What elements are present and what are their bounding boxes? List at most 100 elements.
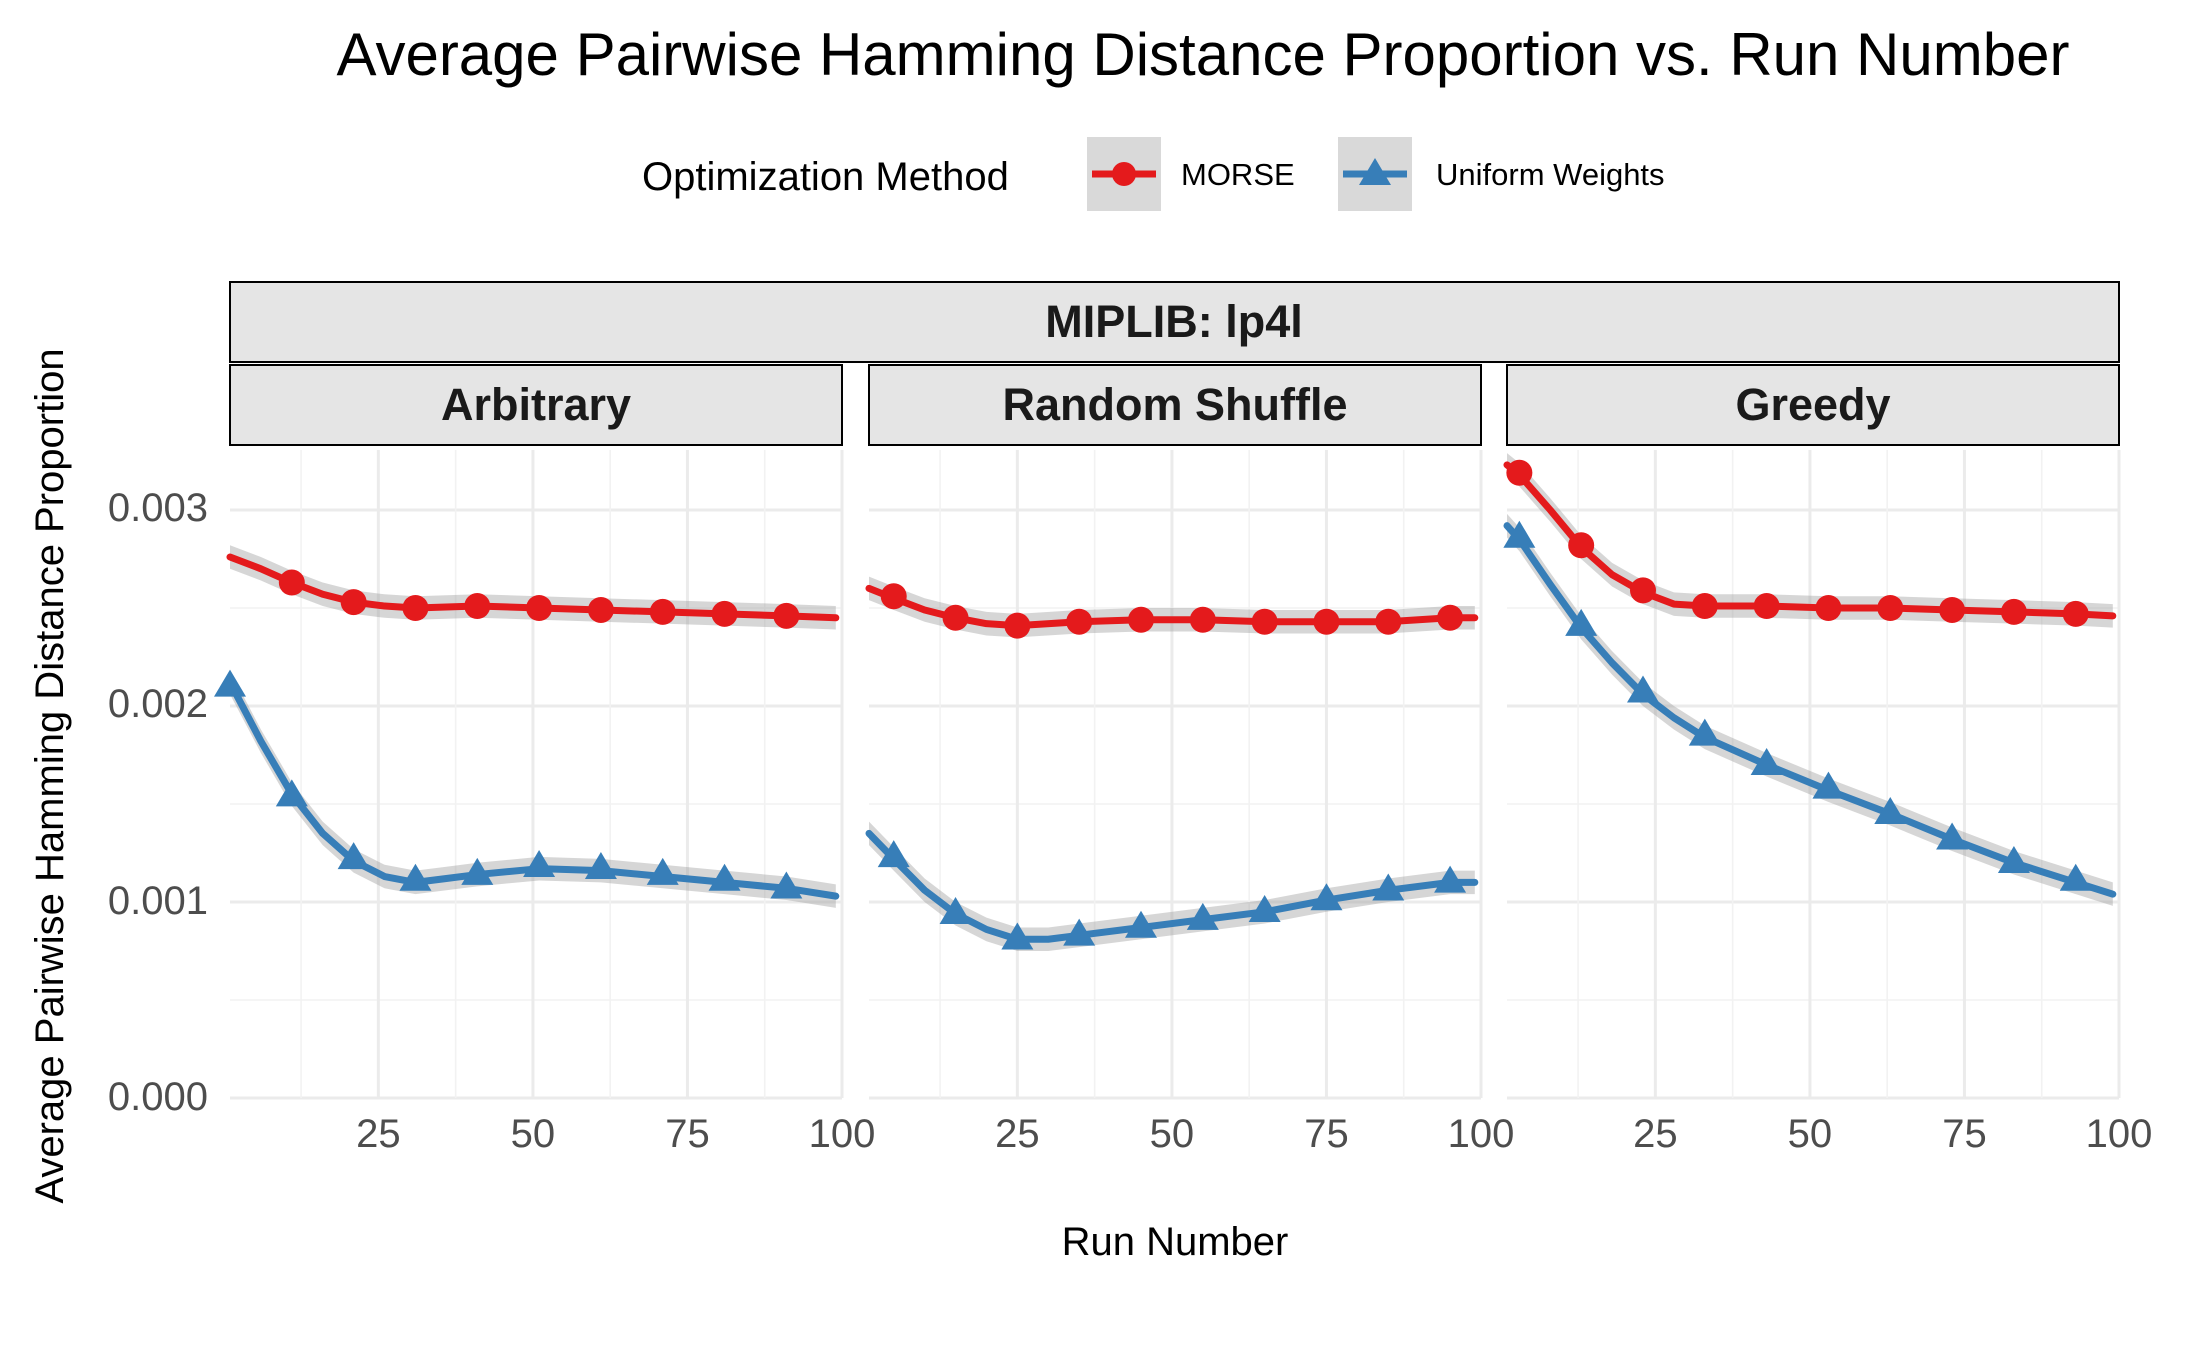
point-random-shuffle-uniform-weights xyxy=(877,840,910,868)
point-greedy-uniform-weights xyxy=(1627,675,1659,703)
x-tick-label: 100 xyxy=(1448,1112,1515,1156)
point-arbitrary-morse xyxy=(464,593,491,620)
point-random-shuffle-morse xyxy=(942,604,969,631)
point-random-shuffle-morse xyxy=(1375,608,1402,635)
x-tick-label: 100 xyxy=(809,1112,876,1156)
point-arbitrary-morse xyxy=(340,589,367,616)
x-tick-label: 25 xyxy=(1633,1112,1678,1156)
panel-random-shuffle-x-ticks: 25 50 75 100 xyxy=(995,1112,1514,1156)
y-tick-label: 0.003 xyxy=(108,486,208,530)
chart-title: Average Pairwise Hamming Distance Propor… xyxy=(337,21,2070,88)
point-arbitrary-uniform-weights xyxy=(337,842,370,870)
legend-marker-uniform-weights xyxy=(1359,158,1391,185)
panel-random-shuffle: Random Shuffle 25 50 75 100 xyxy=(865,364,1514,1156)
point-greedy-morse xyxy=(1815,595,1842,621)
point-random-shuffle-uniform-weights xyxy=(1125,910,1157,938)
ribbon-greedy-uniform-weights xyxy=(1507,513,2113,906)
y-tick-label: 0.000 xyxy=(108,1075,208,1119)
point-random-shuffle-uniform-weights xyxy=(1063,918,1096,946)
panel-arbitrary-grid xyxy=(230,450,844,1100)
point-greedy-morse xyxy=(1630,577,1656,604)
point-arbitrary-morse xyxy=(526,595,553,621)
point-greedy-uniform-weights xyxy=(1936,822,1969,850)
point-arbitrary-morse xyxy=(587,596,614,623)
point-arbitrary-morse xyxy=(278,569,305,596)
point-arbitrary-morse xyxy=(402,595,429,621)
panel-arbitrary: Arbitrary 25 50 75 100 xyxy=(214,364,876,1156)
legend-marker-morse xyxy=(1112,162,1136,186)
panel-title-random-shuffle: Random Shuffle xyxy=(1003,379,1348,430)
point-arbitrary-uniform-weights xyxy=(214,669,246,697)
panel-title-arbitrary: Arbitrary xyxy=(441,379,631,430)
point-greedy-morse xyxy=(2000,598,2027,625)
point-greedy-uniform-weights xyxy=(1997,846,2030,874)
legend-key-uniform-weights xyxy=(1338,137,1412,211)
point-greedy-morse xyxy=(1506,459,1533,486)
point-random-shuffle-uniform-weights xyxy=(1001,922,1034,950)
point-greedy-morse xyxy=(1877,595,1904,621)
point-arbitrary-uniform-weights xyxy=(770,871,803,899)
y-tick-label: 0.002 xyxy=(108,682,208,726)
legend-label-uniform-weights: Uniform Weights xyxy=(1436,157,1665,192)
point-arbitrary-uniform-weights xyxy=(646,857,679,885)
facet-strip: MIPLIB: lp4l xyxy=(229,281,2120,363)
point-arbitrary-morse xyxy=(649,598,676,625)
x-axis-title: Run Number xyxy=(1062,1220,1289,1264)
x-tick-label: 50 xyxy=(511,1112,556,1156)
point-greedy-morse xyxy=(2062,600,2089,627)
point-random-shuffle-morse xyxy=(1313,608,1340,635)
point-greedy-morse xyxy=(1691,593,1718,620)
x-tick-label: 50 xyxy=(1150,1112,1195,1156)
point-random-shuffle-uniform-weights xyxy=(939,897,972,925)
x-tick-label: 75 xyxy=(1942,1112,1987,1156)
point-random-shuffle-uniform-weights xyxy=(1248,895,1281,923)
point-greedy-uniform-weights xyxy=(1688,718,1721,746)
point-random-shuffle-uniform-weights xyxy=(1310,883,1343,911)
panel-arbitrary-points xyxy=(214,569,803,899)
panel-greedy: Greedy 25 50 75 100 xyxy=(1503,364,2152,1156)
legend: Optimization Method MORSE Uniform Weight… xyxy=(642,137,1665,211)
point-arbitrary-uniform-weights xyxy=(523,849,556,877)
point-greedy-uniform-weights xyxy=(1565,608,1598,636)
point-random-shuffle-uniform-weights xyxy=(1186,902,1219,930)
point-random-shuffle-morse xyxy=(1004,612,1031,639)
point-arbitrary-uniform-weights xyxy=(708,863,741,891)
point-greedy-uniform-weights xyxy=(1503,520,1536,548)
x-tick-label: 50 xyxy=(1788,1112,1833,1156)
point-greedy-uniform-weights xyxy=(2059,863,2092,891)
point-arbitrary-uniform-weights xyxy=(461,857,494,885)
legend-key-morse xyxy=(1087,137,1161,211)
point-greedy-uniform-weights xyxy=(1874,797,1907,825)
point-random-shuffle-morse xyxy=(880,583,907,610)
point-random-shuffle-morse xyxy=(1437,604,1464,631)
point-greedy-uniform-weights xyxy=(1750,748,1783,776)
point-arbitrary-uniform-weights xyxy=(275,779,308,807)
point-arbitrary-morse xyxy=(711,600,738,627)
y-axis-title: Average Pairwise Hamming Distance Propor… xyxy=(28,348,72,1203)
point-random-shuffle-morse xyxy=(1251,608,1278,635)
point-random-shuffle-morse xyxy=(1066,608,1093,635)
x-tick-label: 25 xyxy=(995,1112,1040,1156)
line-arbitrary-uniform-weights xyxy=(226,678,840,900)
point-random-shuffle-morse xyxy=(1189,606,1216,633)
panel-greedy-x-ticks: 25 50 75 100 xyxy=(1633,1112,2152,1156)
facet-title: MIPLIB: lp4l xyxy=(1045,296,1303,347)
legend-title: Optimization Method xyxy=(642,155,1009,199)
point-random-shuffle-uniform-weights xyxy=(1372,873,1405,901)
panel-greedy-points xyxy=(1503,459,2092,891)
panel-random-shuffle-grid xyxy=(869,450,1483,1100)
point-arbitrary-uniform-weights xyxy=(584,851,617,879)
x-tick-label: 75 xyxy=(665,1112,710,1156)
x-tick-label: 25 xyxy=(356,1112,401,1156)
panel-title-greedy: Greedy xyxy=(1735,379,1890,430)
point-random-shuffle-morse xyxy=(1128,606,1154,633)
point-random-shuffle-uniform-weights xyxy=(1434,865,1467,893)
x-tick-label: 100 xyxy=(2086,1112,2153,1156)
point-greedy-morse xyxy=(1939,596,1966,623)
point-greedy-uniform-weights xyxy=(1812,771,1845,799)
x-tick-label: 75 xyxy=(1304,1112,1349,1156)
legend-label-morse: MORSE xyxy=(1181,157,1295,192)
point-greedy-morse xyxy=(1753,593,1780,620)
